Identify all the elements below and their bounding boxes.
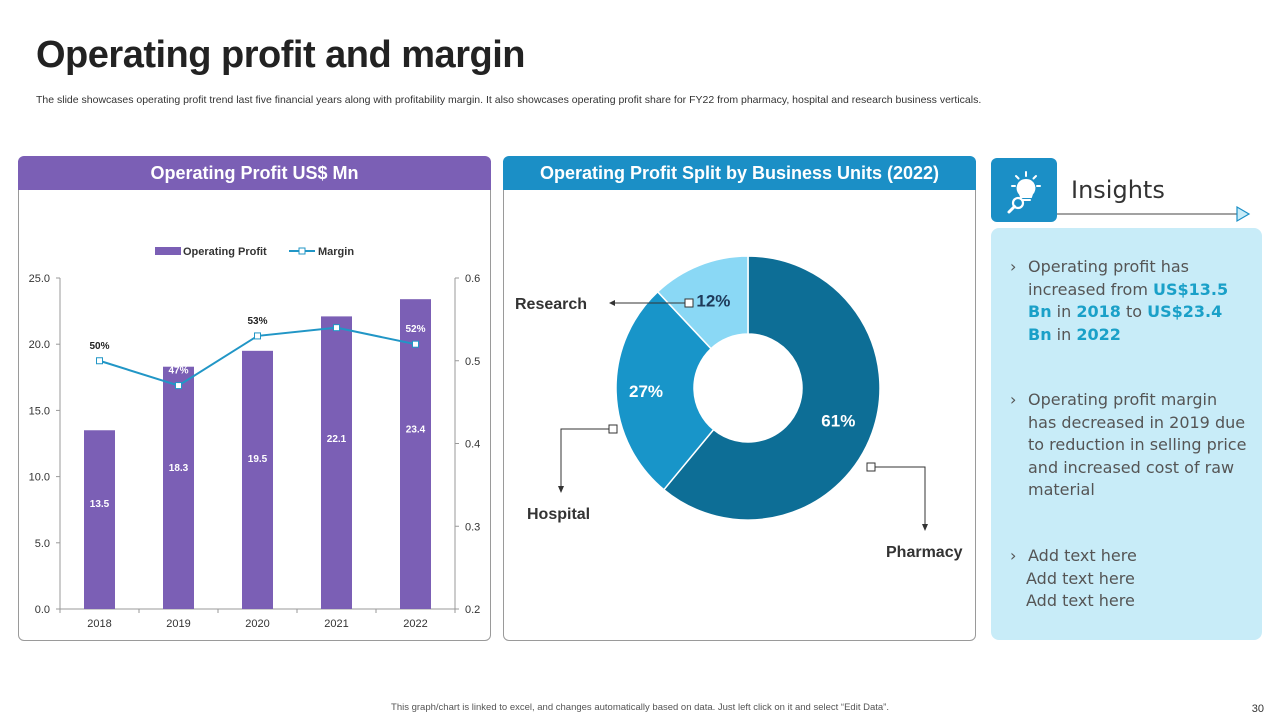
insights-panel [991, 228, 1262, 640]
page-title: Operating profit and margin [36, 34, 525, 76]
margin-data-label: 47% [168, 366, 188, 377]
callout-marker [608, 424, 618, 434]
callout-label-research: Research [515, 296, 587, 313]
legend-label: Margin [318, 246, 354, 258]
bar-data-label: 13.5 [90, 499, 110, 510]
legend-swatch-marker [298, 247, 306, 255]
bar-data-label: 22.1 [327, 434, 347, 445]
lightbulb-magnifier-icon [1007, 171, 1041, 214]
slice-data-label: 12% [696, 292, 730, 311]
x-tick-label: 2020 [245, 618, 269, 630]
x-tick-label: 2018 [87, 618, 111, 630]
bar-data-label: 19.5 [248, 454, 268, 465]
bar-operating-profit[interactable] [163, 366, 194, 609]
x-tick-label: 2021 [324, 618, 348, 630]
slice-data-label: 61% [821, 412, 855, 431]
page-subtitle: The slide showcases operating profit tre… [36, 94, 982, 106]
y-tick-label: 20.0 [29, 339, 50, 351]
donut-chart-panel [503, 157, 976, 641]
y-tick-label: 0.0 [35, 604, 50, 616]
margin-data-label: 53% [247, 316, 267, 327]
arrowhead-icon [558, 486, 564, 493]
legend-swatch-bar [155, 247, 181, 255]
y-tick-label: 10.0 [29, 472, 50, 484]
margin-data-label: 50% [89, 341, 109, 352]
slice-data-label: 27% [629, 382, 663, 401]
bar-operating-profit[interactable] [321, 316, 352, 609]
margin-point[interactable] [96, 357, 103, 365]
callout-line-hospital [560, 428, 613, 489]
legend-label: Operating Profit [183, 246, 267, 258]
bar-operating-profit[interactable] [242, 350, 273, 609]
x-tick-label: 2022 [403, 618, 427, 630]
arrowhead-icon [922, 524, 928, 531]
callout-marker [684, 298, 694, 308]
y2-tick-label: 0.4 [465, 439, 480, 451]
margin-point[interactable] [254, 332, 261, 340]
insights-title: Insights [1071, 176, 1165, 204]
bullet-icon: › [1010, 390, 1017, 409]
arrowhead-icon [609, 300, 615, 306]
insight-item-2: › Operating profit margin has decreased … [1010, 390, 1247, 499]
callout-marker [866, 462, 876, 472]
margin-data-label: 54% [326, 308, 346, 319]
bullet-icon: › [1010, 257, 1017, 276]
bullet-icon: › [1010, 546, 1017, 565]
bar-data-label: 23.4 [406, 424, 426, 435]
y-tick-label: 25.0 [29, 273, 50, 285]
margin-data-label: 52% [405, 324, 425, 335]
donut-slice-pharmacy[interactable] [662, 255, 881, 521]
bar-operating-profit[interactable] [400, 299, 431, 609]
bar-chart-header: Operating Profit US$ Mn [18, 156, 491, 190]
y2-tick-label: 0.3 [465, 521, 480, 533]
y2-tick-label: 0.2 [465, 604, 480, 616]
donut-chart[interactable]: 61% 27% 12% Research Hospital Pharmacy [503, 195, 976, 635]
margin-point[interactable] [412, 340, 419, 348]
x-tick-label: 2019 [166, 618, 190, 630]
insights-arrow [1057, 205, 1251, 223]
page-number: 30 [1251, 703, 1264, 715]
y2-tick-label: 0.6 [465, 273, 480, 285]
insight-item-3: › Add text here Add text here Add text h… [1010, 546, 1137, 610]
insights-icon-box [991, 158, 1057, 222]
donut-slice-research[interactable] [656, 255, 749, 350]
y-tick-label: 5.0 [35, 538, 50, 550]
chart-legend: Operating Profit Margin [155, 246, 354, 258]
bar-line-chart[interactable]: 0.0 5.0 10.0 15.0 20.0 25.0 0.2 0.3 0.4 0.5 0.6 201… [18, 195, 491, 635]
footer-note: This graph/chart is linked to excel, and… [391, 702, 889, 713]
y2-tick-label: 0.5 [465, 356, 480, 368]
insight-item-1: › Operating profit has increased from US… [1010, 257, 1229, 344]
margin-point[interactable] [333, 324, 340, 332]
donut-slice-hospital[interactable] [615, 290, 715, 491]
callout-label-pharmacy: Pharmacy [886, 544, 963, 561]
donut-chart-header: Operating Profit Split by Business Units… [503, 156, 976, 190]
bar-operating-profit[interactable] [84, 430, 115, 609]
margin-point[interactable] [175, 382, 182, 390]
y-tick-label: 15.0 [29, 405, 50, 417]
callout-line-pharmacy [871, 466, 926, 527]
bar-data-label: 18.3 [169, 463, 189, 474]
callouts: Research Hospital Pharmacy [515, 296, 963, 561]
callout-label-hospital: Hospital [527, 506, 590, 523]
